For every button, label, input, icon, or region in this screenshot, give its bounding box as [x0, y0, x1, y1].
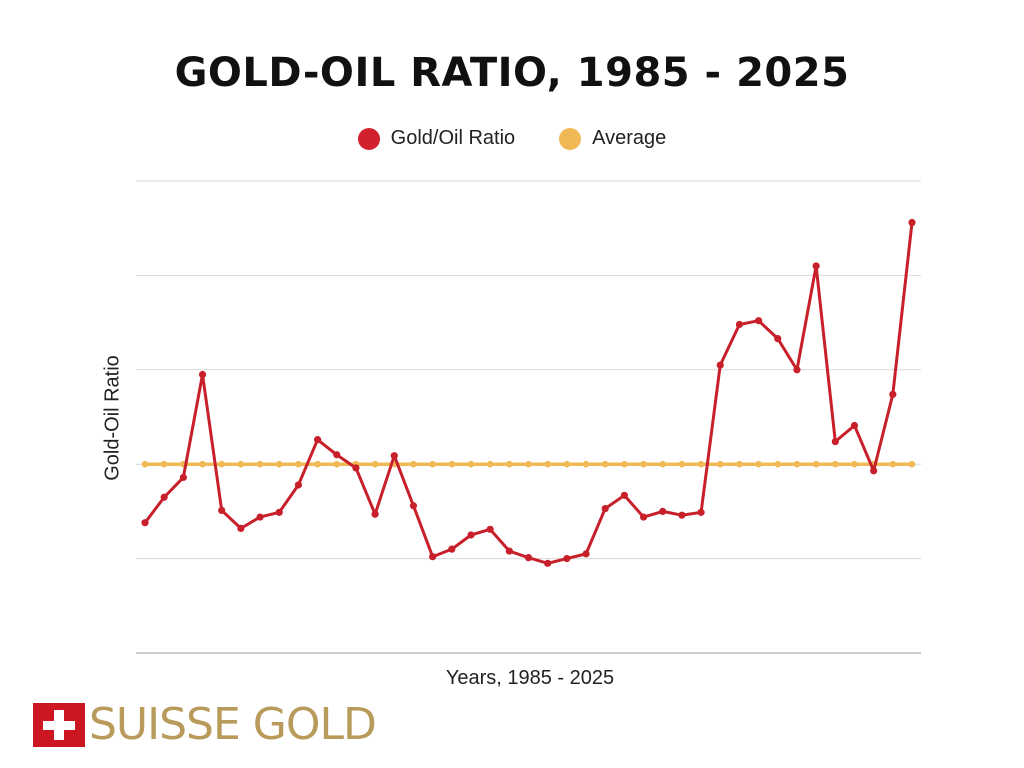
data-point-average-2016 [736, 460, 743, 468]
data-point-average-2010 [621, 460, 628, 468]
data-point-average-2006 [544, 460, 551, 468]
data-point-gold-oil-ratio-2023 [870, 467, 878, 475]
data-point-gold-oil-ratio-1994 [313, 436, 322, 444]
data-point-gold-oil-ratio-2013 [678, 511, 686, 519]
data-point-gold-oil-ratio-1987 [179, 473, 187, 482]
data-point-gold-oil-ratio-1995 [333, 451, 341, 459]
chart-title: GOLD-OIL RATIO, 1985 - 2025 [174, 50, 850, 96]
data-point-gold-oil-ratio-2009 [601, 504, 609, 513]
data-point-average-1985 [141, 460, 149, 468]
legend-label-average: Average [592, 127, 667, 149]
data-point-average-1991 [256, 460, 264, 468]
data-point-gold-oil-ratio-1985 [141, 519, 149, 527]
swiss-flag-icon [33, 703, 85, 747]
data-point-gold-oil-ratio-2020 [812, 262, 820, 270]
data-point-gold-oil-ratio-1997 [371, 510, 379, 518]
data-point-gold-oil-ratio-2012 [659, 507, 667, 515]
data-point-average-2024 [889, 460, 897, 468]
data-point-average-1995 [333, 460, 341, 468]
data-point-average-2021 [832, 460, 839, 468]
data-point-gold-oil-ratio-2004 [505, 547, 513, 555]
legend-item-gold-oil-ratio: Gold/Oil Ratio [357, 127, 516, 150]
data-point-gold-oil-ratio-2019 [793, 366, 801, 374]
data-point-average-1986 [160, 460, 168, 468]
logo-text: SUISSE GOLD [89, 699, 377, 750]
data-point-gold-oil-ratio-2007 [563, 555, 571, 563]
data-point-average-2017 [755, 460, 762, 468]
data-point-gold-oil-ratio-2003 [486, 525, 494, 533]
data-point-gold-oil-ratio-2021 [831, 437, 839, 446]
data-point-gold-oil-ratio-2018 [774, 335, 782, 343]
data-point-gold-oil-ratio-2024 [889, 390, 897, 398]
data-point-average-2014 [697, 460, 705, 468]
data-point-gold-oil-ratio-1990 [237, 524, 245, 532]
data-point-average-1999 [410, 460, 417, 468]
data-point-average-2004 [506, 460, 513, 468]
data-point-average-2013 [678, 460, 686, 468]
data-point-gold-oil-ratio-2015 [716, 361, 724, 369]
legend-swatch-average [559, 127, 582, 150]
data-point-gold-oil-ratio-2010 [620, 491, 628, 499]
data-point-gold-oil-ratio-1999 [409, 502, 418, 510]
data-point-gold-oil-ratio-1986 [160, 493, 168, 501]
data-point-gold-oil-ratio-2022 [850, 421, 859, 430]
data-point-average-1989 [218, 460, 225, 468]
data-point-average-1997 [371, 460, 379, 468]
data-point-gold-oil-ratio-1991 [256, 513, 264, 521]
data-point-average-2002 [467, 460, 475, 468]
data-point-gold-oil-ratio-1988 [198, 370, 207, 379]
legend-label-gold-oil-ratio: Gold/Oil Ratio [390, 127, 516, 149]
data-point-average-2020 [812, 460, 820, 468]
data-point-gold-oil-ratio-2008 [582, 550, 590, 558]
data-point-average-2025 [908, 460, 916, 468]
legend-item-average: Average [559, 127, 666, 150]
data-point-average-2018 [774, 460, 782, 468]
data-point-gold-oil-ratio-1996 [352, 464, 360, 472]
data-point-average-1993 [295, 460, 302, 468]
data-point-gold-oil-ratio-2017 [755, 317, 763, 325]
data-point-gold-oil-ratio-1998 [390, 452, 398, 460]
data-point-average-2003 [486, 460, 494, 468]
legend-swatch-gold-oil-ratio [357, 127, 380, 150]
data-point-gold-oil-ratio-2001 [448, 545, 456, 553]
data-point-average-2009 [601, 460, 609, 468]
data-point-average-1990 [237, 460, 245, 468]
x-axis-label: Years, 1985 - 2025 [445, 667, 615, 689]
data-point-gold-oil-ratio-1989 [218, 506, 226, 515]
data-point-average-2015 [716, 460, 724, 468]
data-point-gold-oil-ratio-2000 [429, 553, 437, 561]
y-axis-label: Gold-Oil Ratio [101, 355, 124, 481]
data-point-average-2005 [525, 460, 532, 468]
data-point-gold-oil-ratio-2006 [544, 559, 552, 567]
data-point-average-2011 [640, 460, 647, 468]
data-point-gold-oil-ratio-2025 [908, 218, 916, 227]
data-point-gold-oil-ratio-2005 [524, 554, 533, 562]
data-point-average-2019 [793, 460, 801, 468]
data-point-gold-oil-ratio-2011 [639, 513, 648, 521]
data-point-gold-oil-ratio-2002 [467, 531, 475, 539]
legend: Gold/Oil Ratio Average [0, 127, 1024, 150]
data-point-average-2012 [659, 460, 667, 468]
data-point-average-2022 [851, 460, 858, 468]
data-point-gold-oil-ratio-2016 [735, 320, 744, 329]
data-point-average-1988 [199, 460, 206, 468]
data-point-average-2000 [429, 460, 436, 468]
data-point-average-1994 [314, 460, 321, 468]
suisse-gold-logo: SUISSE GOLD [33, 699, 377, 750]
data-point-average-2008 [582, 460, 590, 468]
data-point-gold-oil-ratio-2014 [697, 508, 705, 516]
data-point-average-2001 [448, 460, 456, 468]
data-point-gold-oil-ratio-1993 [294, 481, 302, 489]
data-point-gold-oil-ratio-1992 [275, 508, 283, 516]
data-point-average-1992 [275, 460, 283, 468]
series-line-gold-oil-ratio [143, 222, 914, 565]
data-point-average-2007 [563, 460, 571, 468]
